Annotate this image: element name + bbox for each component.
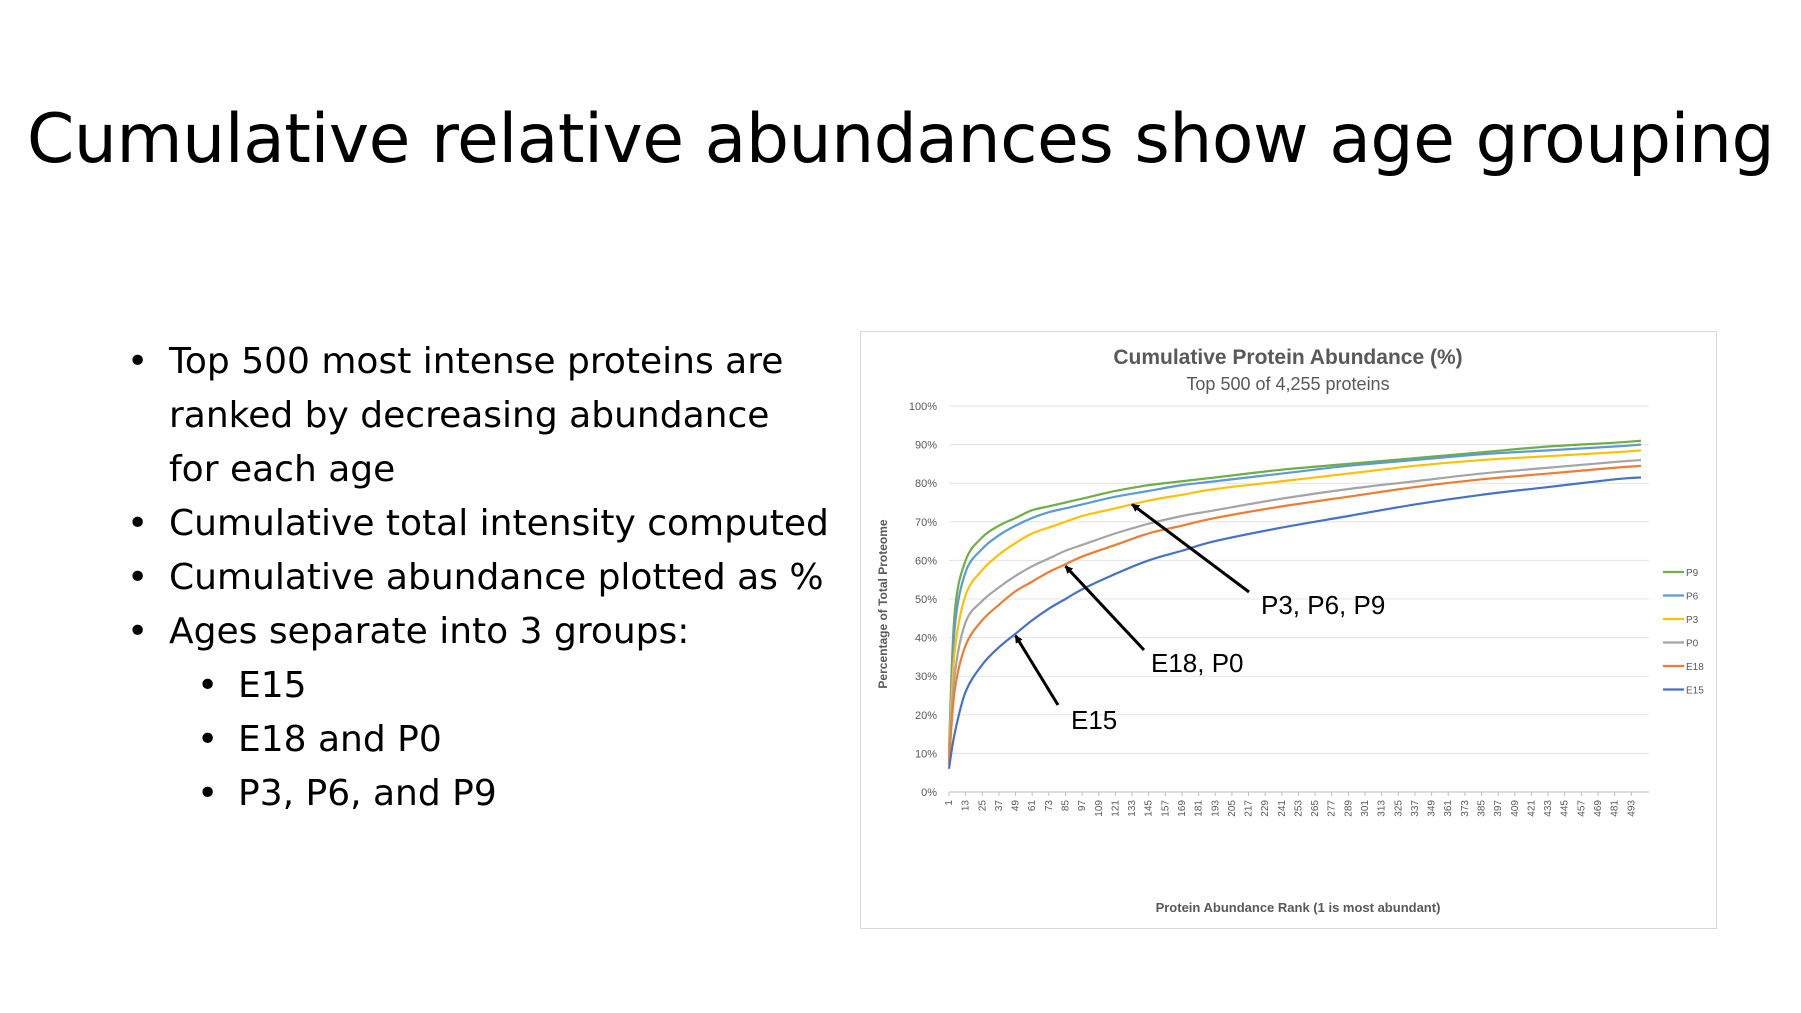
x-tick-label: 409 xyxy=(1510,800,1521,817)
x-tick-label: 13 xyxy=(961,800,972,812)
chart-subtitle: Top 500 of 4,255 proteins xyxy=(1186,374,1389,394)
chart-container: Cumulative Protein Abundance (%) Top 500… xyxy=(860,331,1717,929)
y-tick-label: 10% xyxy=(915,748,937,760)
x-tick-label: 385 xyxy=(1477,800,1488,817)
y-tick-label: 20% xyxy=(915,710,937,722)
slide-title: Cumulative relative abundances show age … xyxy=(26,100,1775,179)
legend-label: E15 xyxy=(1686,686,1704,697)
x-tick-label: 37 xyxy=(994,800,1005,812)
legend-label: P0 xyxy=(1686,639,1699,650)
x-tick-label: 373 xyxy=(1460,800,1471,817)
bullet-item: P3, P6, and P9 xyxy=(125,767,845,821)
x-tick-label: 277 xyxy=(1327,800,1338,817)
legend-label: E18 xyxy=(1686,662,1704,673)
bullet-item: Cumulative abundance plotted as % xyxy=(125,551,845,605)
bullet-text-line: E18 and P0 xyxy=(238,719,442,760)
x-tick-label: 169 xyxy=(1177,800,1188,817)
x-tick-label: 157 xyxy=(1160,800,1171,817)
x-tick-label: 361 xyxy=(1443,800,1454,817)
legend-label: P9 xyxy=(1686,568,1699,579)
y-tick-label: 70% xyxy=(915,517,937,529)
x-axis-label: Protein Abundance Rank (1 is most abunda… xyxy=(1156,900,1441,915)
cumulative-abundance-chart: Cumulative Protein Abundance (%) Top 500… xyxy=(876,346,1704,915)
y-tick-label: 100% xyxy=(909,401,937,413)
bullet-text-line: Cumulative abundance plotted as % xyxy=(169,557,824,598)
x-tick-label: 421 xyxy=(1526,800,1537,817)
x-tick-label: 349 xyxy=(1427,800,1438,817)
x-tick-label: 145 xyxy=(1144,800,1155,817)
x-tick-label: 109 xyxy=(1094,800,1105,817)
annotation-arrow xyxy=(1014,634,1060,706)
bullet-text-line: Top 500 most intense proteins are xyxy=(169,341,784,382)
bullet-item: Top 500 most intense proteins are ranked … xyxy=(125,335,845,497)
bullet-text-line: for each age xyxy=(169,449,396,490)
x-tick-label: 301 xyxy=(1360,800,1371,817)
series-line-p9 xyxy=(947,439,1642,750)
bullet-text-line: Cumulative total intensity computed xyxy=(169,503,829,544)
x-tick-label: 229 xyxy=(1260,800,1271,817)
x-tick-label: 397 xyxy=(1493,800,1504,817)
series-line-p0 xyxy=(947,458,1642,762)
x-tick-label: 481 xyxy=(1610,800,1621,817)
x-tick-label: 73 xyxy=(1044,800,1055,812)
y-tick-label: 90% xyxy=(915,440,937,452)
bullet-text-line: ranked by decreasing abundance xyxy=(169,395,770,436)
x-tick-label: 217 xyxy=(1244,800,1255,817)
x-tick-label: 313 xyxy=(1377,800,1388,817)
x-tick-label: 1 xyxy=(944,800,955,806)
series-line-e18 xyxy=(947,464,1642,766)
y-tick-label: 60% xyxy=(915,555,937,567)
x-tick-label: 265 xyxy=(1310,800,1321,817)
x-tick-label: 469 xyxy=(1593,800,1604,817)
x-tick-label: 457 xyxy=(1576,800,1587,817)
x-tick-label: 493 xyxy=(1626,800,1637,817)
series-line-p3 xyxy=(947,449,1642,758)
y-tick-label: 30% xyxy=(915,671,937,683)
x-tick-label: 205 xyxy=(1227,800,1238,817)
annotation-label: E18, P0 xyxy=(1151,648,1244,678)
x-tick-label: 85 xyxy=(1060,800,1071,812)
annotation-label: P3, P6, P9 xyxy=(1261,590,1385,620)
series-line-p6 xyxy=(947,443,1642,754)
x-tick-label: 337 xyxy=(1410,800,1421,817)
x-tick-label: 433 xyxy=(1543,800,1554,817)
y-axis-label: Percentage of Total Proteome xyxy=(876,519,890,688)
bullet-list: Top 500 most intense proteins are ranked … xyxy=(125,335,845,821)
x-tick-label: 325 xyxy=(1393,800,1404,817)
y-tick-label: 40% xyxy=(915,633,937,645)
series-line-e15 xyxy=(947,476,1642,770)
x-tick-label: 49 xyxy=(1011,800,1022,812)
x-tick-label: 25 xyxy=(977,800,988,812)
annotation-arrow xyxy=(1131,503,1250,594)
x-tick-label: 241 xyxy=(1277,800,1288,817)
x-tick-label: 133 xyxy=(1127,800,1138,817)
bullet-item: Cumulative total intensity computed xyxy=(125,497,845,551)
x-tick-label: 97 xyxy=(1077,800,1088,812)
bullet-item: E15 xyxy=(125,659,845,713)
x-tick-label: 193 xyxy=(1210,800,1221,817)
legend-label: P3 xyxy=(1686,615,1699,626)
x-tick-label: 61 xyxy=(1027,800,1038,812)
y-tick-label: 80% xyxy=(915,478,937,490)
bullet-item: E18 and P0 xyxy=(125,713,845,767)
x-tick-label: 253 xyxy=(1293,800,1304,817)
y-tick-label: 0% xyxy=(921,787,937,799)
x-tick-label: 289 xyxy=(1343,800,1354,817)
bullet-text-line: Ages separate into 3 groups: xyxy=(169,611,690,652)
y-tick-label: 50% xyxy=(915,594,937,606)
bullet-text-line: P3, P6, and P9 xyxy=(238,773,497,814)
x-tick-label: 121 xyxy=(1110,800,1121,817)
x-tick-label: 181 xyxy=(1194,800,1205,817)
legend-label: P6 xyxy=(1686,592,1699,603)
bullet-item: Ages separate into 3 groups: xyxy=(125,605,845,659)
chart-title: Cumulative Protein Abundance (%) xyxy=(1113,346,1462,369)
x-tick-label: 445 xyxy=(1560,800,1571,817)
bullet-text-line: E15 xyxy=(238,665,307,706)
annotation-arrow xyxy=(1064,565,1146,652)
annotation-label: E15 xyxy=(1071,705,1117,735)
